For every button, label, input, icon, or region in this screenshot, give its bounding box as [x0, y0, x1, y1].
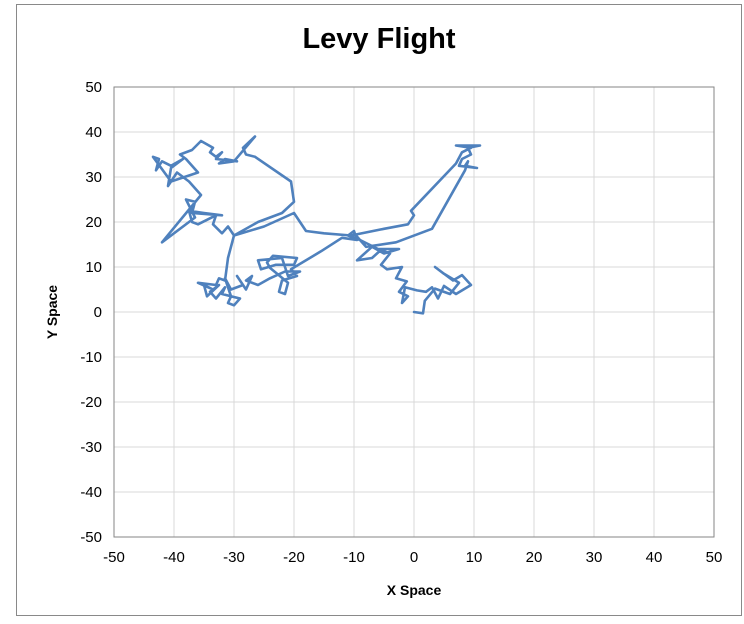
x-tick-label-5: 0	[410, 549, 418, 566]
x-tick-label-4: -10	[343, 549, 365, 566]
y-tick-label-2: 30	[85, 169, 102, 186]
y-tick-label-1: 40	[85, 124, 102, 141]
x-tick-label-1: -40	[163, 549, 185, 566]
x-tick-label-10: 50	[706, 549, 723, 566]
chart-title: Levy Flight	[302, 23, 456, 55]
levy-flight-path	[151, 135, 482, 315]
y-tick-label-3: 20	[85, 214, 102, 231]
x-tick-label-8: 30	[586, 549, 603, 566]
x-tick-label-0: -50	[103, 549, 125, 566]
chart-frame: Levy Flight -50 -40 -30 -20 -10 0 10 20 30 40 50 5…	[16, 4, 742, 616]
plot-area-border	[113, 86, 715, 538]
y-tick-label-4: 10	[85, 259, 102, 276]
y-axis-title: Y Space	[44, 285, 60, 339]
y-tick-label-6: -10	[80, 349, 102, 366]
x-axis-title: X Space	[387, 582, 442, 598]
x-tick-label-6: 10	[466, 549, 483, 566]
x-tick-label-3: -20	[283, 549, 305, 566]
x-tick-label-9: 40	[646, 549, 663, 566]
y-tick-label-5: 0	[94, 304, 102, 321]
y-tick-label-0: 50	[85, 79, 102, 96]
y-tick-label-9: -40	[80, 484, 102, 501]
x-tick-label-2: -30	[223, 549, 245, 566]
x-tick-label-7: 20	[526, 549, 543, 566]
y-tick-labels: 50 40 30 20 10 0 -10 -20 -30 -40 -50	[80, 79, 102, 546]
y-tick-label-10: -50	[80, 529, 102, 546]
x-tick-labels: -50 -40 -30 -20 -10 0 10 20 30 40 50	[103, 549, 722, 566]
plot-svg: -50 -40 -30 -20 -10 0 10 20 30 40 50 50 40 30 20 10 0 -1…	[44, 79, 722, 598]
y-tick-label-8: -30	[80, 439, 102, 456]
y-tick-label-7: -20	[80, 394, 102, 411]
